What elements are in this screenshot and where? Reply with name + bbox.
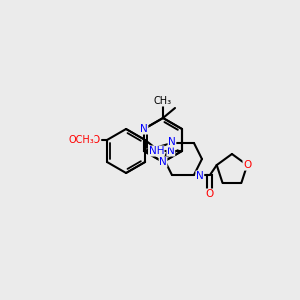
- Text: CH₃: CH₃: [154, 96, 172, 106]
- Text: O: O: [92, 135, 100, 145]
- Text: OCH₃: OCH₃: [68, 135, 94, 145]
- Text: N: N: [159, 157, 167, 167]
- Text: N: N: [167, 146, 175, 156]
- Text: O: O: [243, 160, 251, 170]
- Text: N: N: [196, 171, 204, 181]
- Text: N: N: [168, 137, 176, 147]
- Text: N: N: [140, 124, 148, 134]
- Text: NH: NH: [148, 146, 164, 156]
- Text: O: O: [206, 189, 214, 199]
